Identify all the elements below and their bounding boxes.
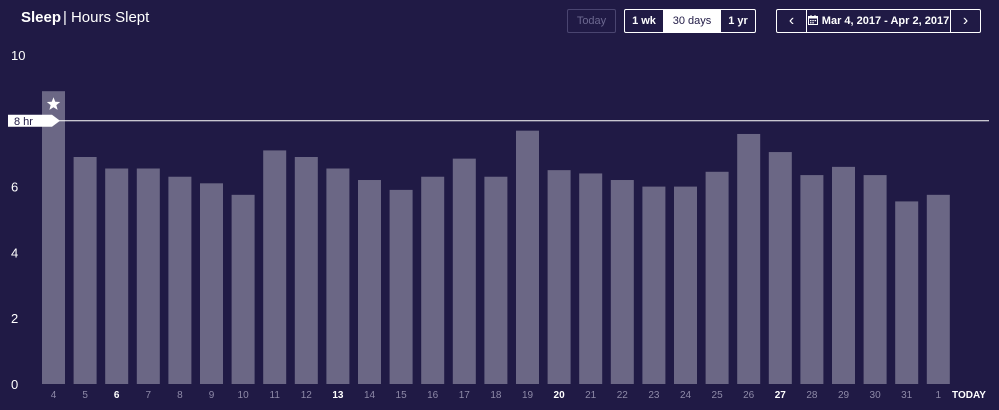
goal-label: 8 hr xyxy=(14,116,33,128)
x-tick-label: 25 xyxy=(712,390,724,401)
x-tick-label: 5 xyxy=(82,390,88,401)
title-separator: | xyxy=(63,9,67,26)
x-tick-today: TODAY xyxy=(952,390,986,401)
bar xyxy=(389,189,413,384)
x-tick-label: 15 xyxy=(396,390,408,401)
x-tick-label: 31 xyxy=(901,390,913,401)
x-tick-label: 4 xyxy=(51,390,57,401)
chevron-right-icon[interactable]: › xyxy=(950,10,980,32)
bar xyxy=(516,130,539,384)
x-tick-label: 19 xyxy=(522,390,534,401)
bar xyxy=(832,166,855,384)
x-tick-label: 7 xyxy=(146,390,152,401)
bar xyxy=(231,194,255,384)
calendar-icon xyxy=(807,14,818,28)
y-tick-label: 6 xyxy=(11,180,18,195)
x-tick-label: 30 xyxy=(870,390,882,401)
x-tick-label: 18 xyxy=(490,390,502,401)
bar xyxy=(168,176,192,384)
x-tick-label: 28 xyxy=(806,390,818,401)
title-subtitle: Hours Slept xyxy=(70,9,150,26)
bar xyxy=(105,168,129,384)
range-1wk-button[interactable]: 1 wk xyxy=(632,15,656,27)
chart-title: Sleep | Hours Slept xyxy=(21,9,149,26)
bar xyxy=(926,194,950,384)
x-tick-label: 16 xyxy=(427,390,439,401)
x-tick-label: 24 xyxy=(680,390,692,401)
bar xyxy=(294,156,318,384)
bar xyxy=(421,176,445,384)
goal-marker xyxy=(8,114,60,127)
bar xyxy=(579,173,603,384)
bar xyxy=(484,176,508,384)
y-tick-label: 10 xyxy=(11,48,25,63)
bar xyxy=(705,171,729,384)
y-tick-label: 0 xyxy=(11,377,18,392)
chevron-left-icon[interactable]: ‹ xyxy=(777,10,807,32)
x-tick-label: 14 xyxy=(364,390,376,401)
bar xyxy=(73,156,97,384)
x-tick-label: 22 xyxy=(617,390,629,401)
range-selector: 1 wk 30 days 1 yr xyxy=(624,9,756,33)
x-tick-label: 10 xyxy=(238,390,250,401)
bar xyxy=(42,91,65,384)
bar xyxy=(358,180,381,384)
date-range-label: Mar 4, 2017 - Apr 2, 2017 xyxy=(821,15,950,27)
bar xyxy=(263,150,287,384)
bar xyxy=(326,168,350,384)
bar xyxy=(610,180,634,384)
x-tick-label: 27 xyxy=(775,390,787,401)
x-tick-label: 11 xyxy=(270,390,281,401)
y-tick-label: 4 xyxy=(11,245,18,260)
x-tick-label: 26 xyxy=(743,390,755,401)
x-tick-label: 23 xyxy=(648,390,660,401)
range-30days-button[interactable]: 30 days xyxy=(663,10,721,32)
x-tick-label: 20 xyxy=(554,390,566,401)
x-tick-label: 17 xyxy=(459,390,471,401)
bar xyxy=(674,186,697,384)
bar xyxy=(895,201,919,384)
bar xyxy=(800,175,824,384)
x-tick-label: 8 xyxy=(177,390,183,401)
bar xyxy=(863,175,887,384)
bar xyxy=(547,170,571,384)
x-tick-label: 6 xyxy=(114,390,120,401)
y-tick-label: 2 xyxy=(11,311,18,326)
bar xyxy=(136,168,160,384)
bar xyxy=(452,158,476,384)
x-tick-label: 29 xyxy=(838,390,850,401)
x-tick-label: 12 xyxy=(301,390,313,401)
date-range-button[interactable]: Mar 4, 2017 - Apr 2, 2017 xyxy=(807,10,950,32)
x-tick-label: 13 xyxy=(332,390,344,401)
bar xyxy=(200,183,223,384)
bar xyxy=(737,133,761,384)
star-icon xyxy=(46,97,61,110)
bar xyxy=(642,186,666,384)
x-tick-label: 9 xyxy=(209,390,215,401)
title-metric: Sleep xyxy=(21,9,62,26)
x-tick-label: 21 xyxy=(585,390,597,401)
range-1yr-button[interactable]: 1 yr xyxy=(728,15,748,27)
date-navigator: ‹ Mar 4, 2017 - Apr 2, 2017 › xyxy=(776,9,981,33)
today-button[interactable]: Today xyxy=(567,9,616,33)
x-tick-label: 1 xyxy=(936,390,942,401)
bar xyxy=(768,152,792,384)
